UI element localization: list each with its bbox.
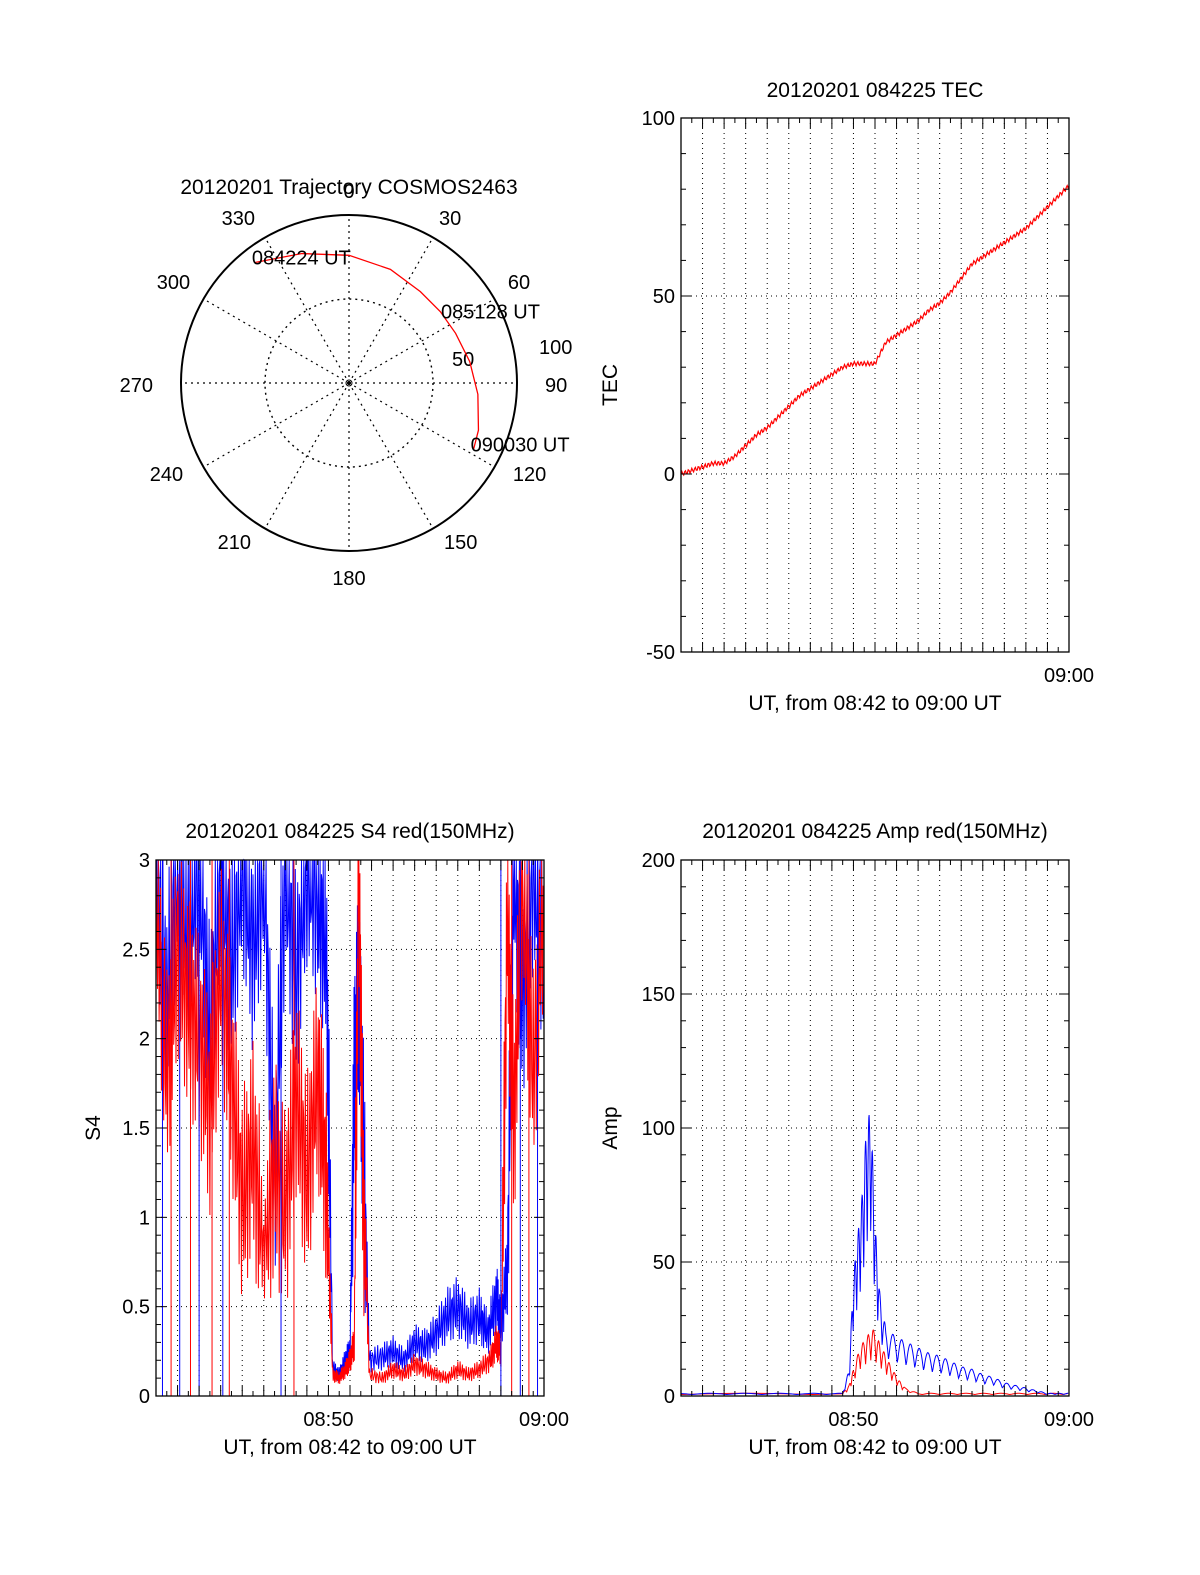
polar-angle-label: 30 bbox=[439, 208, 461, 230]
polar-title: 20120201 Trajectory COSMOS2463 bbox=[180, 176, 517, 199]
chart-1: 20120201 084225 TEC -50 0 50 100 09:00 UT, fro… bbox=[599, 79, 1094, 715]
polar-angle-label: 120 bbox=[513, 464, 546, 486]
y-tick-label: 1.5 bbox=[122, 1118, 150, 1140]
y-tick-label: 2 bbox=[139, 1029, 150, 1051]
polar-angle-label: 90 bbox=[545, 375, 567, 397]
x-axis-label: UT, from 08:42 to 09:00 UT bbox=[748, 692, 1001, 715]
polar-spoke bbox=[348, 382, 434, 529]
series-line-red bbox=[680, 1329, 1068, 1396]
x-tick-label: 08:50 bbox=[828, 1409, 878, 1431]
polar-center bbox=[345, 379, 353, 387]
y-tick-label: 150 bbox=[642, 984, 675, 1006]
x-tick-label: 09:00 bbox=[1044, 1409, 1094, 1431]
x-axis-label: UT, from 08:42 to 09:00 UT bbox=[748, 1436, 1001, 1459]
y-axis-label: TEC bbox=[599, 364, 622, 406]
polar-radius-label: 100 bbox=[539, 337, 572, 359]
chart-title: 20120201 084225 S4 red(150MHz) bbox=[185, 820, 514, 843]
y-tick-label: -50 bbox=[646, 642, 675, 664]
polar-angle-label: 60 bbox=[508, 272, 530, 294]
trajectory-annotation: 085128 UT bbox=[441, 302, 540, 324]
polar-angle-label: 210 bbox=[218, 532, 251, 554]
polar-angle-label: 0 bbox=[343, 181, 354, 203]
trajectory-annotation: 084224 UT bbox=[252, 248, 351, 270]
polar-spoke bbox=[348, 298, 495, 384]
polar-outer-ring bbox=[180, 214, 518, 552]
y-tick-label: 50 bbox=[653, 1252, 675, 1274]
y-tick-label: 200 bbox=[642, 850, 675, 872]
polar-angle-label: 240 bbox=[150, 464, 183, 486]
y-tick-label: 50 bbox=[653, 286, 675, 308]
polar-ring bbox=[264, 298, 434, 468]
polar-radius-label: 50 bbox=[452, 349, 474, 371]
series-line-red bbox=[680, 184, 1070, 477]
x-axis-label: UT, from 08:42 to 09:00 UT bbox=[223, 1436, 476, 1459]
y-tick-label: 100 bbox=[642, 1118, 675, 1140]
series-line-blue bbox=[156, 858, 544, 1381]
series-line-blue bbox=[680, 1114, 1069, 1396]
polar-angle-label: 330 bbox=[222, 208, 255, 230]
polar-angle-label: 300 bbox=[157, 272, 190, 294]
series-line-red bbox=[155, 859, 544, 1384]
y-tick-label: 3 bbox=[139, 850, 150, 872]
polar-angle-label: 180 bbox=[332, 568, 365, 590]
y-tick-label: 1 bbox=[139, 1207, 150, 1229]
chart-2: 20120201 084225 S4 red(150MHz) 0 0.5 1 1.5 2 2… bbox=[82, 820, 569, 1459]
trajectory-line bbox=[254, 252, 480, 450]
x-tick-label: 09:00 bbox=[519, 1409, 569, 1431]
y-tick-label: 0 bbox=[664, 464, 675, 486]
x-tick-label: 08:50 bbox=[303, 1409, 353, 1431]
y-tick-label: 100 bbox=[642, 108, 675, 130]
chart-title: 20120201 084225 Amp red(150MHz) bbox=[702, 820, 1048, 843]
trajectory-annotation: 090030 UT bbox=[471, 434, 570, 456]
y-tick-label: 2.5 bbox=[122, 939, 150, 961]
y-tick-label: 0 bbox=[664, 1386, 675, 1408]
polar-angle-label: 270 bbox=[120, 375, 153, 397]
y-axis-label: Amp bbox=[599, 1106, 622, 1149]
polar-spoke bbox=[203, 382, 350, 468]
y-tick-label: 0 bbox=[139, 1386, 150, 1408]
y-tick-label: 0.5 bbox=[122, 1297, 150, 1319]
polar-angle-label: 150 bbox=[444, 532, 477, 554]
chart-title: 20120201 084225 TEC bbox=[767, 79, 984, 102]
polar-spoke bbox=[264, 237, 350, 384]
x-tick-label: 09:00 bbox=[1044, 665, 1094, 687]
chart-3: 20120201 084225 Amp red(150MHz) 0 50 100 150… bbox=[599, 820, 1094, 1459]
y-axis-label: S4 bbox=[82, 1115, 105, 1141]
